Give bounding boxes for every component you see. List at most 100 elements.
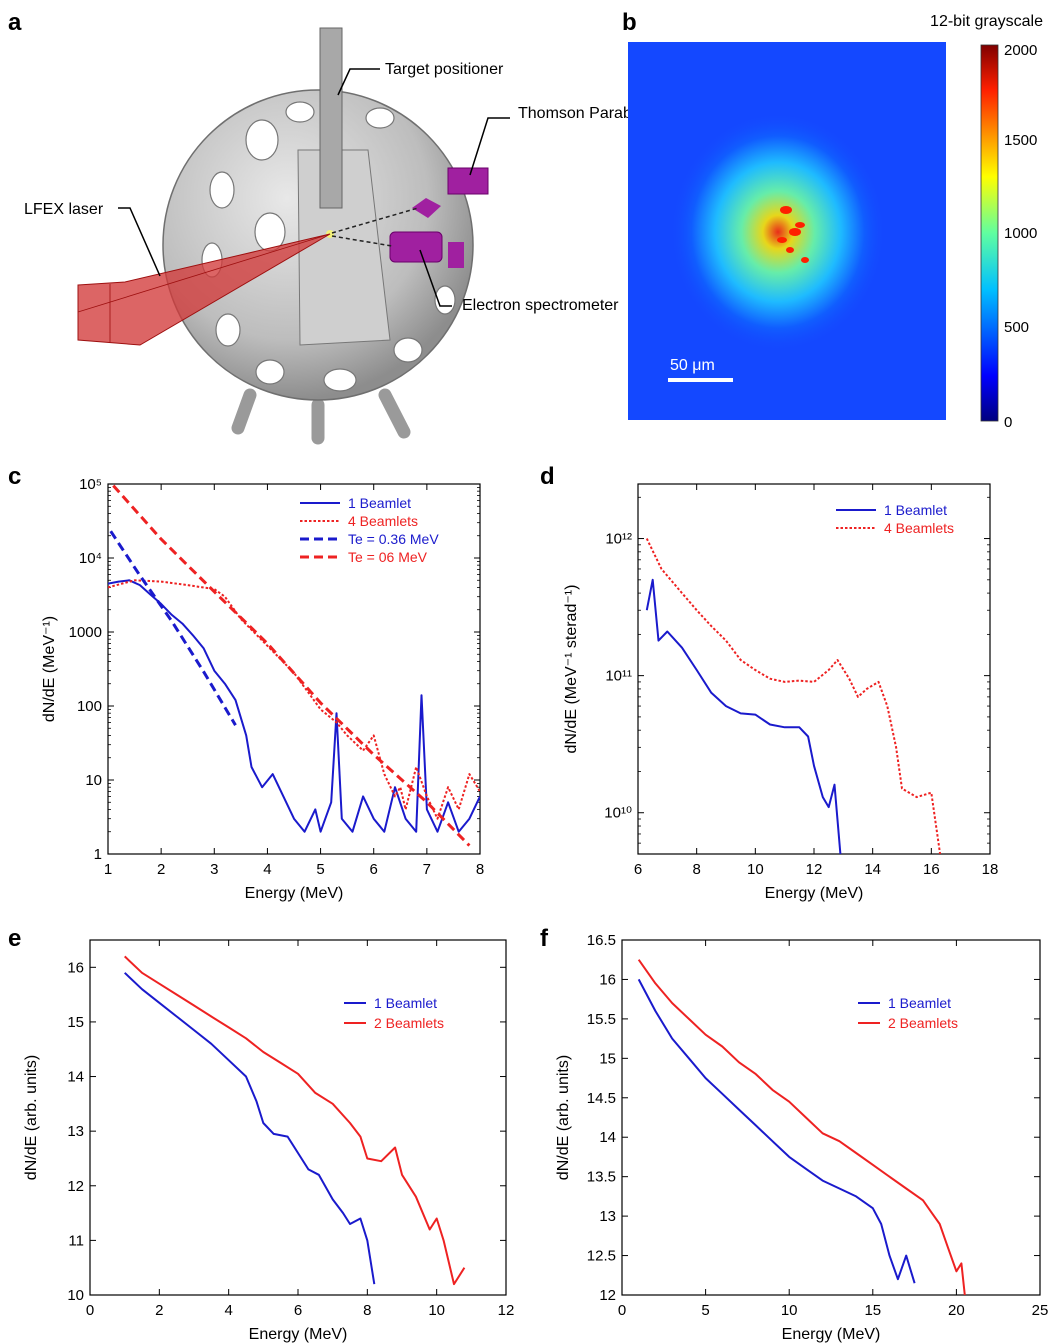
colorbar-ticks: 2000 1500 1000 500 0 xyxy=(1004,42,1037,431)
series-line-f-0 xyxy=(637,978,916,1284)
x-tick-label: 4 xyxy=(263,861,271,878)
legend-entry: Te = 06 MeV xyxy=(348,549,428,565)
legend-entry: 2 Beamlets xyxy=(374,1015,444,1031)
leader-electron-spectrometer xyxy=(419,249,452,307)
y-tick-label: 10⁴ xyxy=(79,550,102,567)
x-tick-label: 8 xyxy=(363,1302,371,1319)
panel-label-d: d xyxy=(540,463,555,490)
colorbar-tick: 2000 xyxy=(1004,42,1037,59)
focal-spot-halo xyxy=(670,112,886,352)
y-axis-label: dN/dE (arb. units) xyxy=(555,1055,572,1180)
y-tick-label: 14 xyxy=(67,1069,84,1086)
y-tick-label: 10¹¹ xyxy=(605,668,632,685)
x-tick-label: 0 xyxy=(86,1302,94,1319)
x-tick-label: 25 xyxy=(1032,1302,1049,1319)
legend-entry: 4 Beamlets xyxy=(348,513,418,529)
x-tick-label: 8 xyxy=(692,861,700,878)
lfex-beamlet-edge xyxy=(77,233,331,313)
chamber-illustration xyxy=(77,27,489,445)
chart-f: f 0 5 10 15 20 25 12 12.5 13 13.5 14 14.5 15 15.5 16 16.… xyxy=(540,925,1048,1343)
leader-lfex-laser xyxy=(118,207,161,277)
x-tick-label: 6 xyxy=(634,861,642,878)
x-axis-label: Energy (MeV) xyxy=(249,1326,348,1343)
series-line-c-1 xyxy=(108,579,480,820)
diagnostic-line-of-sight xyxy=(331,235,393,247)
spectrometer-port xyxy=(412,198,441,218)
legend-entry: 4 Beamlets xyxy=(884,520,954,536)
x-tick-label: 4 xyxy=(224,1302,232,1319)
thomson-parabola-body xyxy=(447,167,489,195)
label-thomson-parabola: Thomson Parabola xyxy=(518,105,653,122)
x-tick-label: 5 xyxy=(701,1302,709,1319)
panel-label-f: f xyxy=(540,925,549,952)
series-line-d-0 xyxy=(645,578,842,854)
colorbar-tick: 500 xyxy=(1004,319,1029,336)
y-tick-label: 16.5 xyxy=(587,932,616,949)
y-tick-label: 13.5 xyxy=(587,1169,616,1186)
x-tick-label: 8 xyxy=(476,861,484,878)
diagnostic-line-of-sight xyxy=(331,207,419,234)
series-line-c-2 xyxy=(109,530,237,726)
y-tick-label: 10⁵ xyxy=(79,476,102,493)
x-tick-label: 5 xyxy=(316,861,324,878)
series-line-e-1 xyxy=(124,955,466,1286)
label-lfex-laser: LFEX laser xyxy=(24,201,104,218)
x-tick-label: 6 xyxy=(294,1302,302,1319)
y-tick-label: 16 xyxy=(67,959,84,976)
colorbar-tick: 1500 xyxy=(1004,132,1037,149)
y-tick-label: 16 xyxy=(599,971,616,988)
panel-label-e: e xyxy=(8,925,21,952)
colorbar-tick: 0 xyxy=(1004,414,1012,431)
panel-a: a xyxy=(8,9,653,445)
x-tick-label: 10 xyxy=(781,1302,798,1319)
x-tick-label: 14 xyxy=(864,861,881,878)
x-tick-label: 1 xyxy=(104,861,112,878)
target-positioner-rod xyxy=(319,27,343,209)
x-tick-label: 12 xyxy=(806,861,823,878)
x-tick-label: 20 xyxy=(948,1302,965,1319)
y-tick-label: 15 xyxy=(599,1050,616,1067)
panel-label-b: b xyxy=(622,9,637,36)
scale-bar-label: 50 μm xyxy=(670,357,715,374)
x-tick-label: 16 xyxy=(923,861,940,878)
y-tick-label: 10¹⁰ xyxy=(604,805,632,822)
plot-frame xyxy=(637,483,991,855)
x-tick-label: 10 xyxy=(428,1302,445,1319)
chart-d: d 6 8 10 12 14 16 18 10¹⁰ 10¹¹ 10¹² Energy (MeV) dN/… xyxy=(540,463,998,902)
y-axis-label: dN/dE (MeV⁻¹ sterad⁻¹) xyxy=(563,585,580,754)
x-tick-label: 2 xyxy=(155,1302,163,1319)
y-tick-label: 12 xyxy=(67,1178,84,1195)
x-tick-label: 0 xyxy=(618,1302,626,1319)
leader-thomson-parabola xyxy=(469,117,510,176)
focal-spot-hotspots xyxy=(777,206,809,263)
y-tick-label: 12 xyxy=(599,1287,616,1304)
colorbar xyxy=(980,44,999,422)
colorbar-tick: 1000 xyxy=(1004,225,1037,242)
series-line-e-0 xyxy=(124,972,376,1285)
y-tick-label: 10¹² xyxy=(605,531,632,548)
x-tick-label: 18 xyxy=(982,861,999,878)
y-tick-label: 10 xyxy=(85,772,102,789)
chamber-leg xyxy=(231,388,257,435)
chart-e: e 0 2 4 6 8 10 12 10 11 12 13 14 15 16 Energy (MeV) dN/d… xyxy=(8,925,514,1343)
label-electron-spectrometer: Electron spectrometer xyxy=(462,297,619,314)
x-axis-label: Energy (MeV) xyxy=(765,885,864,902)
panel-b: b 50 μm 12-bit grayscale 2000 1500 1000 … xyxy=(622,9,1043,431)
x-tick-label: 12 xyxy=(498,1302,515,1319)
x-tick-label: 2 xyxy=(157,861,165,878)
x-tick-label: 6 xyxy=(370,861,378,878)
y-tick-label: 13 xyxy=(599,1208,616,1225)
legend-entry: 1 Beamlet xyxy=(888,995,951,1011)
y-tick-label: 13 xyxy=(67,1123,84,1140)
chamber-leg xyxy=(378,388,411,439)
y-axis-label: dN/dE (arb. units) xyxy=(23,1055,40,1180)
y-tick-label: 11 xyxy=(68,1232,84,1249)
colorbar-title: 12-bit grayscale xyxy=(930,13,1043,30)
y-tick-label: 1000 xyxy=(69,624,102,641)
x-tick-label: 3 xyxy=(210,861,218,878)
x-axis-label: Energy (MeV) xyxy=(782,1326,881,1343)
chart-c: c 1 2 3 4 5 6 7 8 1 10 100 1000 10⁴ 10⁵ Energy (MeV) dN/… xyxy=(8,463,484,902)
legend-entry: Te = 0.36 MeV xyxy=(348,531,439,547)
